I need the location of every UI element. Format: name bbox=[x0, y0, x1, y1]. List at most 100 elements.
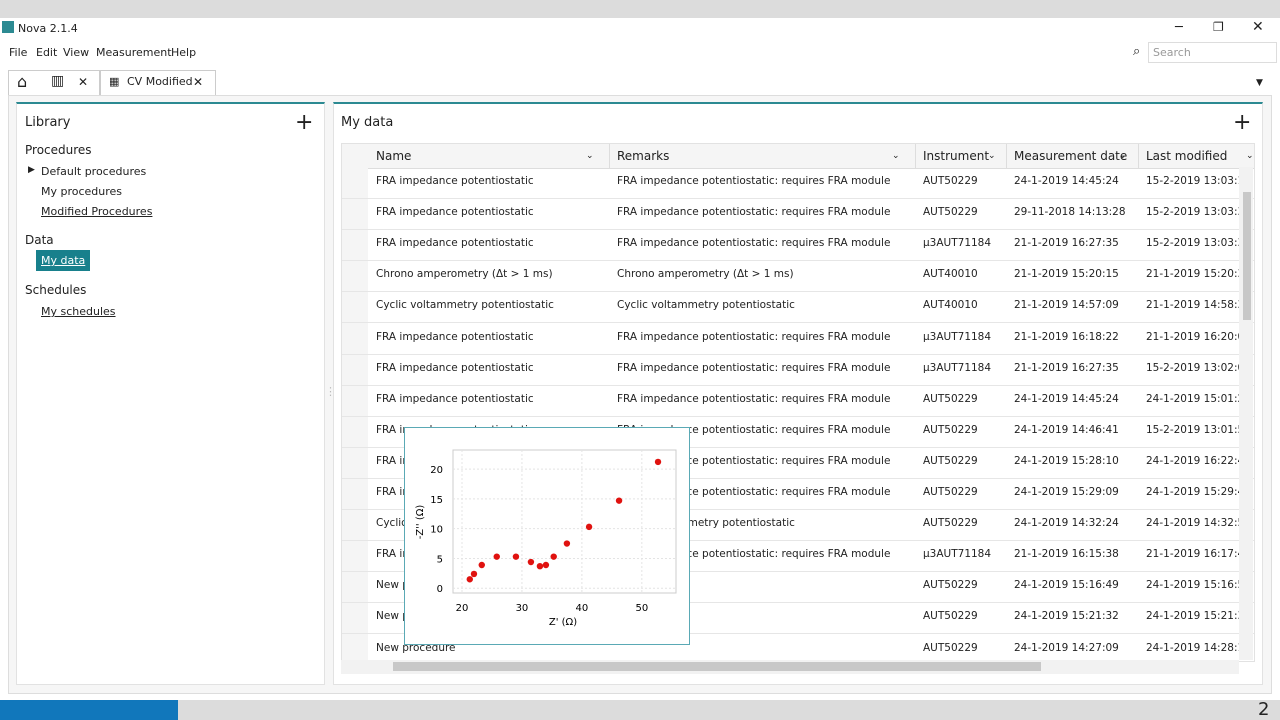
table-cell: 21-1-2019 16:27:35 bbox=[1014, 361, 1119, 374]
table-cell: FRA impedance potentiostatic: requires F… bbox=[617, 206, 891, 219]
minimize[interactable]: ─ bbox=[1175, 20, 1183, 35]
row-separator bbox=[342, 571, 1254, 573]
library-item[interactable]: My schedules bbox=[41, 305, 116, 318]
sort-arrow[interactable]: ⌄ bbox=[586, 151, 594, 161]
table-cell: AUT40010 bbox=[923, 299, 978, 312]
search-placeholder: Search bbox=[1153, 46, 1191, 59]
column-header[interactable]: Instrument bbox=[923, 149, 990, 163]
data-point bbox=[470, 570, 478, 578]
library-item[interactable]: Modified Procedures bbox=[41, 205, 153, 218]
table-cell: FRA impedance potentiostatic bbox=[376, 361, 534, 374]
table-cell: AUT50229 bbox=[923, 423, 978, 436]
table-cell: AUT50229 bbox=[923, 579, 978, 592]
search-icon: ⌕ bbox=[1133, 44, 1141, 59]
section-title: Data bbox=[25, 233, 54, 247]
table-cell: 24-1-2019 15:01:27 bbox=[1146, 392, 1251, 405]
sort-arrow[interactable]: ⌄ bbox=[988, 151, 996, 161]
table-cell: AUT50229 bbox=[923, 392, 978, 405]
tab-menu[interactable]: ▼ bbox=[1256, 78, 1263, 88]
row-separator bbox=[342, 198, 1254, 199]
column-divider bbox=[609, 144, 610, 168]
row-separator bbox=[342, 602, 1254, 604]
table-cell: 24-1-2019 14:46:41 bbox=[1014, 423, 1119, 436]
table-cell: 24-1-2019 15:21:35 bbox=[1146, 610, 1251, 623]
table-cell: 21-1-2019 14:58:39 bbox=[1146, 299, 1251, 312]
library-item[interactable]: My procedures bbox=[41, 185, 123, 198]
status-page: 2 bbox=[1258, 699, 1270, 720]
restore[interactable]: ❐ bbox=[1213, 20, 1224, 34]
row-separator bbox=[342, 353, 1254, 355]
row-separator bbox=[342, 260, 1254, 262]
tab-label[interactable]: CV Modified bbox=[127, 75, 193, 88]
tab[interactable] bbox=[100, 70, 216, 96]
menu-item[interactable]: Help bbox=[171, 46, 197, 59]
library-item[interactable]: My data bbox=[36, 250, 91, 271]
search-box[interactable] bbox=[1148, 42, 1277, 63]
table-cell: FRA impedance potentiostatic: requires F… bbox=[617, 330, 891, 343]
table-cell: Chrono amperometry (Δt > 1 ms) bbox=[376, 268, 553, 281]
data-point bbox=[654, 458, 662, 466]
menu-item[interactable]: Measurement bbox=[96, 46, 172, 59]
section-title: Procedures bbox=[25, 143, 92, 157]
table-cell: 15-2-2019 13:02:01 bbox=[1146, 361, 1251, 374]
y-tick-label: 5 bbox=[437, 554, 443, 565]
table-cell: 15-2-2019 13:03:38 bbox=[1146, 206, 1251, 219]
table-cell: 24-1-2019 15:28:10 bbox=[1014, 454, 1119, 467]
table-cell: 24-1-2019 15:21:32 bbox=[1014, 610, 1119, 623]
home-button[interactable]: ⌂ bbox=[17, 72, 28, 91]
plot-area bbox=[452, 449, 677, 594]
content-title: My data bbox=[341, 115, 394, 130]
x-tick-label: 20 bbox=[456, 603, 469, 614]
column-header[interactable]: Measurement date bbox=[1014, 149, 1128, 163]
v-scroll-thumb[interactable] bbox=[1243, 192, 1251, 320]
sort-arrow[interactable]: ⌄ bbox=[892, 151, 900, 161]
add-data-button[interactable]: + bbox=[1233, 110, 1252, 135]
add-button[interactable]: + bbox=[295, 110, 314, 135]
table-cell: 21-1-2019 16:20:08 bbox=[1146, 330, 1251, 343]
close[interactable]: ✕ bbox=[1252, 19, 1264, 35]
data-point bbox=[615, 497, 623, 504]
sort-arrow[interactable]: ⌄ bbox=[1119, 151, 1127, 161]
row-gutter bbox=[342, 168, 368, 661]
close-library[interactable]: ✕ bbox=[78, 75, 89, 89]
row-separator bbox=[342, 291, 1254, 293]
row-separator bbox=[342, 477, 1254, 479]
table-cell: FRA impedance potentiostatic bbox=[376, 330, 534, 343]
x-axis-label: Z' (Ω) bbox=[549, 617, 577, 628]
top-band bbox=[0, 0, 1280, 18]
table-cell: 21-1-2019 15:20:15 bbox=[1014, 268, 1119, 281]
table-cell: AUT50229 bbox=[923, 175, 978, 187]
menu-item[interactable]: Edit bbox=[36, 46, 58, 59]
table-cell: FRA impedance potentiostatic: requires F… bbox=[617, 237, 891, 250]
tab-close[interactable]: ✕ bbox=[193, 75, 204, 89]
data-point bbox=[550, 553, 557, 560]
window-title: Nova 2.1.4 bbox=[18, 22, 78, 35]
data-point bbox=[563, 540, 571, 547]
data-point bbox=[512, 553, 520, 560]
library-item[interactable]: Default procedures bbox=[41, 165, 147, 178]
table-cell: 21-1-2019 15:20:33 bbox=[1146, 268, 1251, 281]
column-header[interactable]: Last modified bbox=[1146, 149, 1228, 163]
y-tick-label: 15 bbox=[430, 495, 443, 506]
expander[interactable]: ▶ bbox=[28, 165, 35, 175]
sort-arrow[interactable]: ⌄ bbox=[1246, 151, 1254, 161]
column-header[interactable]: Remarks bbox=[617, 149, 670, 163]
row-separator bbox=[342, 633, 1254, 635]
table-cell: 15-2-2019 13:03:36 bbox=[1146, 237, 1251, 250]
column-header[interactable]: Name bbox=[376, 149, 412, 163]
table-cell: 29-11-2018 14:13:28 bbox=[1014, 206, 1126, 219]
table-cell: µ3AUT71184 bbox=[923, 330, 992, 343]
tab-icon: ▦ bbox=[109, 75, 120, 88]
menu-item[interactable]: View bbox=[63, 46, 90, 59]
table-header bbox=[342, 144, 1254, 169]
table-cell: FRA impedance potentiostatic bbox=[376, 392, 534, 405]
table-cell: FRA impedance potentiostatic bbox=[376, 175, 534, 187]
library-button[interactable]: ▥ bbox=[51, 73, 65, 89]
table-cell: 24-1-2019 16:22:44 bbox=[1146, 454, 1251, 467]
menu-item[interactable]: File bbox=[9, 46, 28, 59]
table-cell: AUT50229 bbox=[923, 641, 978, 654]
splitter[interactable]: ⋮ bbox=[325, 385, 336, 398]
h-scroll-thumb[interactable] bbox=[393, 662, 1041, 671]
library-title: Library bbox=[25, 115, 71, 130]
